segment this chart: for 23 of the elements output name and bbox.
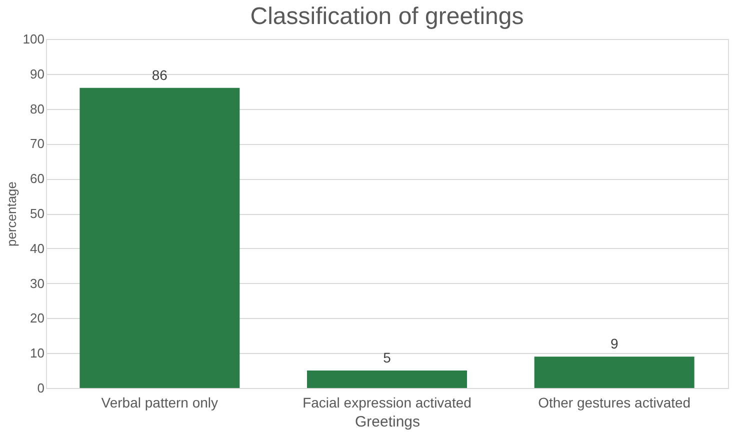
y-tick-label: 90 [30, 66, 44, 82]
bar [80, 88, 240, 388]
y-tick-label: 20 [30, 310, 44, 326]
data-label: 9 [610, 336, 618, 352]
y-tick-label: 60 [30, 171, 44, 186]
y-tick-label: 100 [22, 32, 44, 46]
x-axis-title: Greetings [354, 414, 420, 430]
x-tick-label: Verbal pattern only [101, 394, 218, 410]
bar [307, 370, 467, 388]
chart-title: Classification of greetings [250, 3, 524, 30]
y-tick-label: 30 [30, 276, 44, 291]
y-tick-label: 0 [37, 380, 44, 396]
data-label: 5 [383, 350, 392, 366]
bar [534, 356, 694, 388]
y-tick-label: 50 [30, 206, 44, 221]
y-tick-label: 10 [30, 346, 44, 361]
y-tick-label: 40 [30, 240, 44, 256]
data-label: 86 [152, 66, 168, 83]
y-tick-label: 70 [30, 136, 44, 152]
y-tick-label: 80 [30, 101, 44, 116]
x-tick-label: Other gestures activated [538, 394, 691, 410]
x-tick-label: Facial expression activated [302, 394, 472, 410]
y-axis-title: percentage [4, 181, 19, 247]
